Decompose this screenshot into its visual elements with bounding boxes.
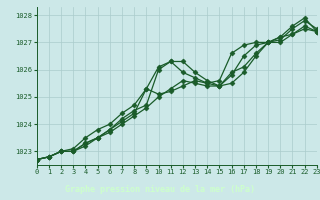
Text: Graphe pression niveau de la mer (hPa): Graphe pression niveau de la mer (hPa) <box>65 185 255 194</box>
